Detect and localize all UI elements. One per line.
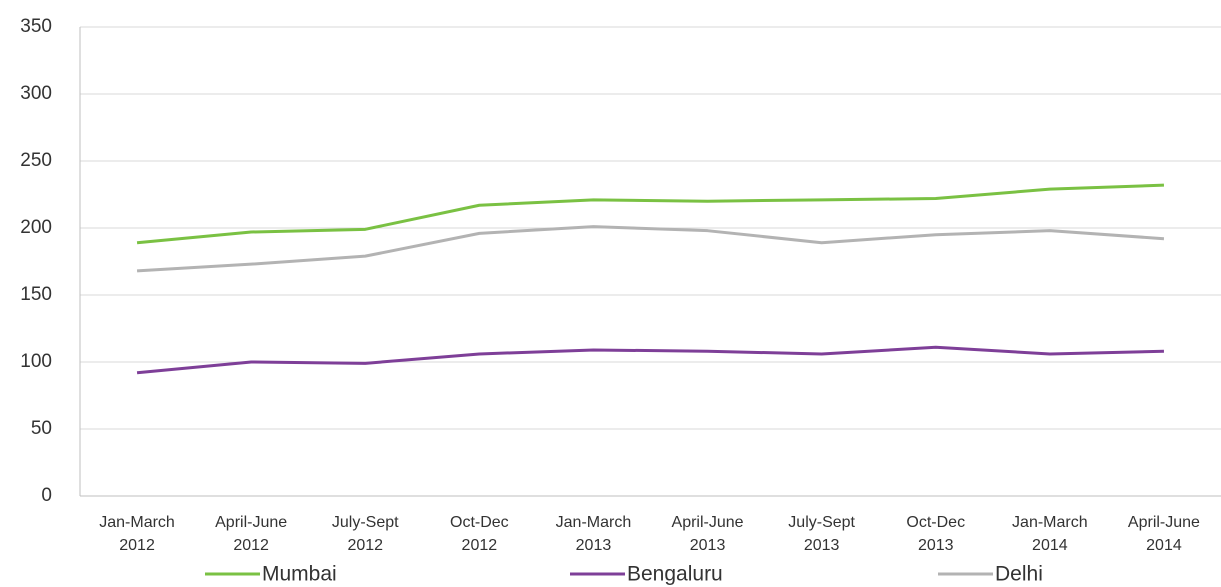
y-tick-label: 200 xyxy=(20,217,52,238)
legend-label: Bengaluru xyxy=(627,563,723,586)
x-tick-label: Oct-Dec xyxy=(450,514,509,531)
y-tick-label: 150 xyxy=(20,284,52,305)
x-tick-label: Jan-March xyxy=(556,514,632,531)
series-line xyxy=(136,183,1165,245)
x-tick-label: 2012 xyxy=(233,537,269,554)
y-tick-label: 300 xyxy=(20,83,52,104)
series-line xyxy=(136,225,1165,273)
x-tick-label: July-Sept xyxy=(332,514,399,531)
x-tick-label: 2013 xyxy=(804,537,840,554)
x-tick-label: April-June xyxy=(1128,514,1200,531)
x-tick-label: 2013 xyxy=(576,537,612,554)
x-tick-label: Oct-Dec xyxy=(906,514,965,531)
legend-label: Delhi xyxy=(995,563,1043,586)
x-tick-label: 2012 xyxy=(462,537,498,554)
y-tick-label: 100 xyxy=(20,351,52,372)
y-tick-label: 0 xyxy=(41,485,52,506)
x-tick-label: 2014 xyxy=(1032,537,1068,554)
x-tick-label: April-June xyxy=(672,514,744,531)
x-tick-label: 2012 xyxy=(347,537,383,554)
x-tick-label: 2014 xyxy=(1146,537,1182,554)
series-line xyxy=(136,345,1164,375)
x-tick-label: 2012 xyxy=(119,537,155,554)
legend-label: Mumbai xyxy=(262,563,337,586)
y-tick-label: 350 xyxy=(20,16,52,37)
x-tick-label: 2013 xyxy=(918,537,954,554)
x-tick-label: July-Sept xyxy=(788,514,855,531)
y-tick-label: 50 xyxy=(31,418,52,439)
x-tick-label: April-June xyxy=(215,514,287,531)
y-tick-label: 250 xyxy=(20,150,52,171)
x-tick-label: 2013 xyxy=(690,537,726,554)
x-tick-label: Jan-March xyxy=(99,514,175,531)
x-tick-label: Jan-March xyxy=(1012,514,1088,531)
